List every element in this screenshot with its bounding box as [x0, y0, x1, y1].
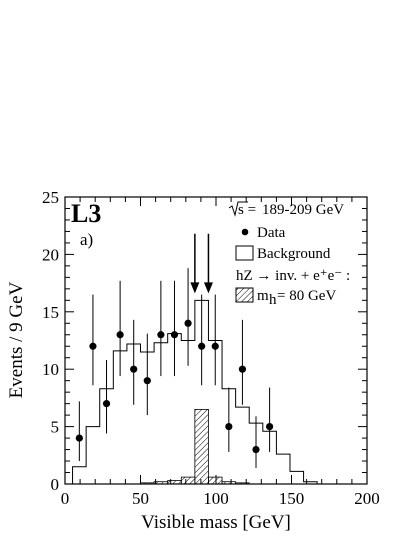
x-tick-label: 150 [279, 489, 305, 508]
data-point [198, 342, 206, 350]
legend-background: Background [235, 245, 331, 262]
y-tick-label: 20 [42, 245, 59, 264]
signal-bin [221, 481, 237, 485]
data-point [266, 423, 274, 431]
legend-signal: m h = 80 GeV [235, 287, 336, 308]
data-point [211, 342, 219, 350]
y-tick-label: 0 [51, 475, 60, 494]
legend-data-marker [241, 228, 249, 236]
data-point [102, 400, 111, 408]
data-point [75, 434, 83, 442]
legend-process-label: hZ → inv. + e⁺e⁻ : [236, 268, 350, 284]
y-axis-title: Events / 9 GeV [6, 281, 27, 398]
background-histogram [72, 299, 318, 484]
data-point [157, 331, 165, 339]
legend-background-label: Background [257, 246, 331, 262]
x-tick-label: 50 [132, 489, 149, 508]
data-point [143, 377, 151, 385]
legend-signal-mass: = 80 GeV [277, 288, 336, 304]
legend-energy: s = 189-209 GeV [228, 201, 344, 218]
sqrt-symbol [228, 201, 248, 217]
plot-area [64, 196, 368, 485]
data-point [170, 331, 179, 339]
data-point [225, 423, 233, 431]
signal-bin [180, 476, 196, 485]
y-tick-label: 15 [42, 303, 59, 322]
x-tick-label: 0 [61, 489, 70, 508]
y-tick-label: 5 [51, 418, 60, 437]
signal-bin [208, 476, 223, 485]
data-point [116, 331, 124, 339]
cut-arrow-head [203, 282, 213, 294]
panel-label: a) [80, 230, 93, 249]
x-tick-label: 100 [203, 489, 229, 508]
legend-signal-swatch [235, 287, 254, 303]
signal-bin [235, 482, 250, 485]
legend-energy-text: 189-209 GeV [262, 202, 344, 218]
axis-ticks: 0 50 100 150 200 0 5 10 15 20 25 [42, 188, 380, 508]
data-point [89, 342, 97, 350]
legend-signal-m: m [257, 288, 269, 304]
signal-bin [140, 482, 155, 485]
y-tick-label: 25 [42, 188, 59, 207]
legend-background-swatch [235, 245, 254, 261]
legend: s = 189-209 GeV Data Background hZ → inv… [228, 201, 350, 308]
legend-data-label: Data [257, 225, 286, 241]
signal-bin [167, 480, 182, 485]
histogram-layer [72, 299, 318, 485]
x-axis-title: Visible mass [GeV] [141, 512, 291, 533]
data-point [130, 365, 138, 373]
cut-arrow-head [190, 282, 200, 294]
data-point [252, 445, 260, 454]
x-tick-label: 200 [354, 489, 380, 508]
experiment-label: L3 [71, 199, 101, 228]
legend-energy-var: s = [238, 202, 256, 218]
signal-bin [153, 481, 169, 485]
legend-data: Data [241, 225, 286, 241]
y-tick-label: 10 [42, 360, 59, 379]
data-point [184, 319, 192, 327]
data-layer [75, 268, 274, 468]
signal-bin [194, 408, 209, 485]
cut-arrows [190, 233, 213, 294]
data-point [238, 365, 247, 373]
legend-signal-sub: h [269, 292, 277, 308]
